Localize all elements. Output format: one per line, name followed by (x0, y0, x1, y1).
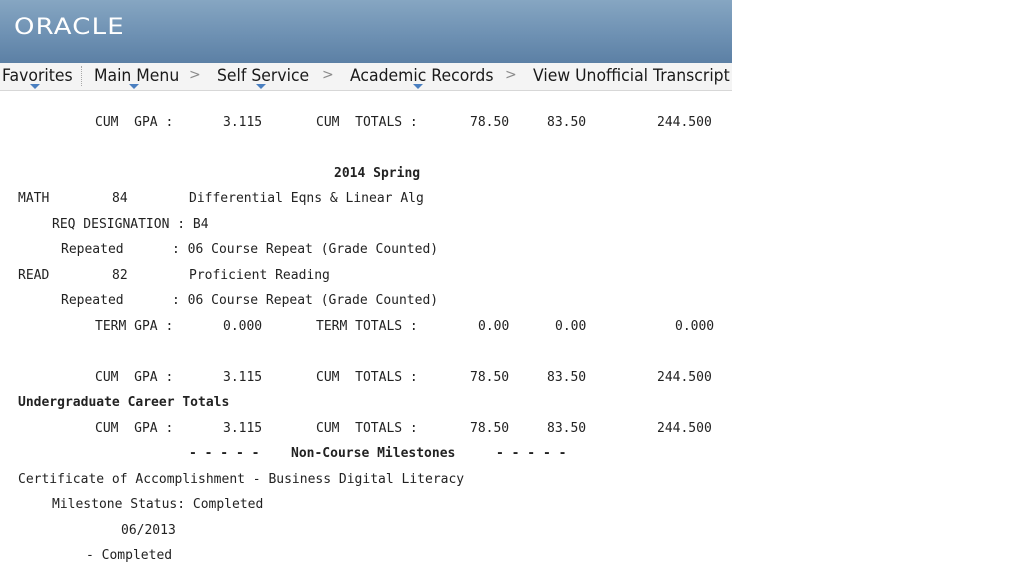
term-totals-attempted: 0.00 (478, 319, 510, 334)
breadcrumb-nav: Favorites Main Menu > Self Service > Aca… (0, 63, 732, 91)
chevron-right-icon: > (505, 67, 517, 83)
cum-gpa-value: 3.115 (223, 421, 263, 436)
course-number: 84 (112, 191, 128, 206)
cum-totals-earned: 83.50 (547, 370, 587, 385)
cum-totals-points: 244.500 (657, 370, 712, 385)
term-gpa-value: 0.000 (223, 319, 263, 334)
cum-gpa-label: CUM GPA : (95, 421, 174, 436)
term-totals-label: TERM TOTALS : (316, 319, 418, 334)
milestones-divider-left: - - - - - (189, 446, 260, 461)
term-totals-points: 0.000 (675, 319, 715, 334)
cum-gpa-label: CUM GPA : (95, 115, 174, 130)
milestones-divider-right: - - - - - (496, 446, 567, 461)
course-title: Proficient Reading (189, 268, 330, 283)
cum-totals-label: CUM TOTALS : (316, 370, 418, 385)
cum-gpa-label: CUM GPA : (95, 370, 174, 385)
cum-totals-attempted: 78.50 (470, 370, 510, 385)
cum-gpa-value: 3.115 (223, 370, 263, 385)
course-title: Differential Eqns & Linear Alg (189, 191, 424, 206)
cum-totals-points: 244.500 (657, 115, 712, 130)
chevron-right-icon: > (322, 67, 334, 83)
breadcrumb-academic-records[interactable]: Academic Records (350, 66, 494, 86)
milestone-certificate: Certificate of Accomplishment - Business… (18, 472, 465, 487)
career-totals-heading: Undergraduate Career Totals (18, 395, 230, 410)
chevron-right-icon: > (189, 67, 201, 83)
cum-gpa-value: 3.115 (223, 115, 263, 130)
cum-totals-label: CUM TOTALS : (316, 115, 418, 130)
breadcrumb-view-unofficial-transcript[interactable]: View Unofficial Transcript (533, 66, 730, 86)
course-subject: READ (18, 268, 50, 283)
cum-totals-attempted: 78.50 (470, 421, 510, 436)
milestone-completed: - Completed (86, 548, 173, 563)
cum-totals-attempted: 78.50 (470, 115, 510, 130)
breadcrumb-self-service[interactable]: Self Service (217, 66, 310, 86)
term-totals-earned: 0.00 (555, 319, 587, 334)
req-designation: REQ DESIGNATION : B4 (52, 217, 209, 232)
oracle-logo: ORACLE (14, 15, 125, 40)
oracle-header-banner: ORACLE (0, 0, 732, 63)
transcript-report: CUM GPA : 3.115 CUM TOTALS : 78.50 83.50… (0, 90, 732, 576)
cum-totals-earned: 83.50 (547, 115, 587, 130)
repeated-label: Repeated (61, 293, 124, 308)
main-menu[interactable]: Main Menu (94, 66, 180, 86)
repeated-label: Repeated (61, 242, 124, 257)
milestone-status: Milestone Status: Completed (52, 497, 264, 512)
academic-records-dropdown-icon[interactable] (413, 84, 423, 89)
term-heading: 2014 Spring (334, 166, 421, 181)
cum-totals-label: CUM TOTALS : (316, 421, 418, 436)
milestones-heading: Non-Course Milestones (291, 446, 456, 461)
course-number: 82 (112, 268, 128, 283)
cum-totals-points: 244.500 (657, 421, 712, 436)
favorites-menu[interactable]: Favorites (2, 66, 73, 86)
cum-totals-earned: 83.50 (547, 421, 587, 436)
repeated-value: : 06 Course Repeat (Grade Counted) (172, 293, 439, 308)
milestone-date: 06/2013 (121, 523, 176, 538)
course-subject: MATH (18, 191, 50, 206)
main-menu-dropdown-icon[interactable] (129, 84, 139, 89)
repeated-value: : 06 Course Repeat (Grade Counted) (172, 242, 439, 257)
self-service-dropdown-icon[interactable] (256, 84, 266, 89)
term-gpa-label: TERM GPA : (95, 319, 174, 334)
nav-separator (81, 66, 82, 86)
favorites-dropdown-icon[interactable] (30, 84, 40, 89)
